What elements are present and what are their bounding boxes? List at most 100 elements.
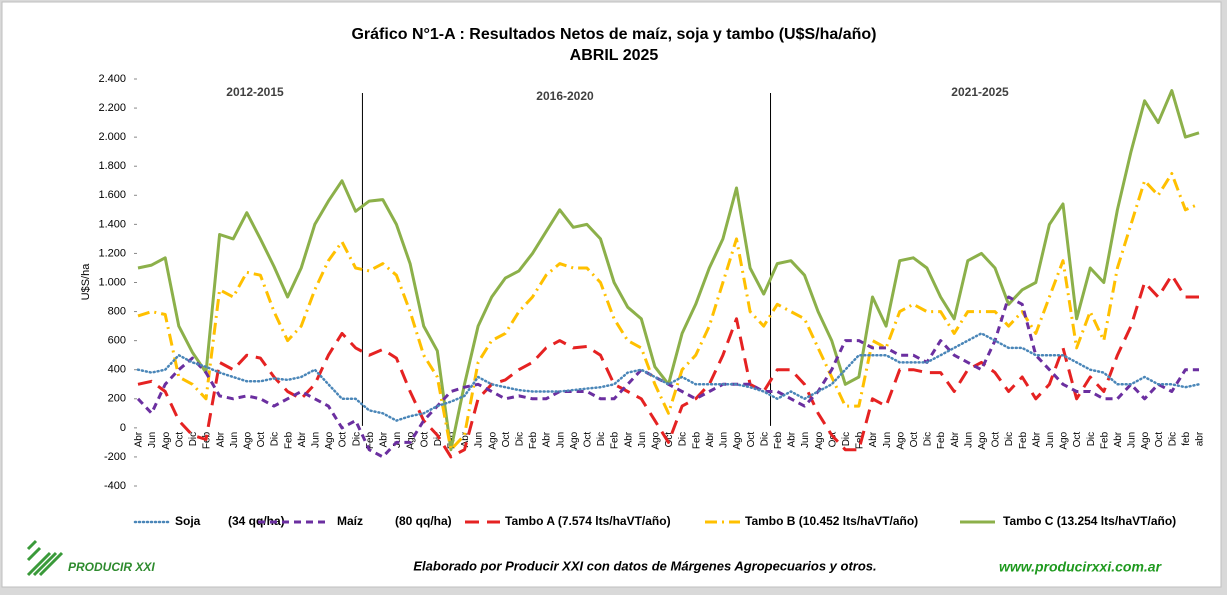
y-tick-label: 2.000 — [98, 131, 126, 143]
legend-label: Maíz — [337, 514, 363, 528]
x-tick-label: Ago — [1140, 431, 1151, 449]
x-tick-label: Oct — [1072, 432, 1083, 448]
x-tick-label: Abr — [623, 431, 634, 447]
x-tick-label: Dic — [841, 432, 852, 446]
logo-icon — [26, 539, 64, 577]
y-tick-label: 1.000 — [98, 276, 126, 288]
x-tick-label: Oct — [746, 432, 757, 448]
x-tick-label: Ago — [814, 431, 825, 449]
x-tick-label: Oct — [664, 432, 675, 448]
x-tick-label: Ago — [487, 431, 498, 449]
x-tick-label: Dic — [678, 432, 689, 446]
x-tick-label: Abr — [950, 431, 961, 447]
legend-label: Tambo B (10.452 lts/haVT/año) — [745, 514, 918, 528]
x-tick-label: Oct — [338, 432, 349, 448]
x-tick-label: Jun — [555, 432, 566, 448]
y-tick-label: 2.400 — [98, 73, 126, 85]
y-tick-label: 400 — [108, 364, 126, 376]
x-tick-label: Jun — [310, 432, 321, 448]
x-tick-label: Dic — [188, 432, 199, 446]
period-label: 2016-2020 — [536, 89, 594, 103]
x-tick-label: Dic — [270, 432, 281, 446]
x-tick-label: Feb — [365, 431, 376, 449]
legend-note: (80 qq/ha) — [395, 514, 452, 528]
x-tick-label: Ago — [1059, 431, 1070, 449]
x-tick-label: Dic — [596, 432, 607, 446]
x-tick-label: Oct — [256, 432, 267, 448]
x-tick-label: Jun — [474, 432, 485, 448]
x-tick-label: Ago — [732, 431, 743, 449]
x-tick-label: Abr — [460, 431, 471, 447]
x-tick-label: Abr — [378, 431, 389, 447]
x-tick-label: Oct — [501, 432, 512, 448]
logo: PRODUCIR XXI — [26, 539, 155, 577]
chart-title: Gráfico N°1-A : Resultados Netos de maíz… — [351, 26, 876, 43]
x-tick-label: Dic — [1167, 432, 1178, 446]
series-line — [137, 273, 1199, 459]
x-tick-label: Jun — [147, 432, 158, 448]
x-tick-label: Dic — [351, 432, 362, 446]
x-tick-label: Jun — [1127, 432, 1138, 448]
y-tick-label: 600 — [108, 335, 126, 347]
legend-label: Soja — [175, 514, 201, 528]
x-tick-label: Jun — [392, 432, 403, 448]
x-tick-label: Feb — [528, 431, 539, 449]
x-tick-label: Jun — [882, 432, 893, 448]
x-tick-label: Dic — [759, 432, 770, 446]
x-tick-label: Dic — [923, 432, 934, 446]
x-tick-label: Abr — [1031, 431, 1042, 447]
x-tick-label: Ago — [895, 431, 906, 449]
x-tick-label: Oct — [419, 432, 430, 448]
x-tick-label: Abr — [787, 431, 798, 447]
y-tick-label: 2.200 — [98, 102, 126, 114]
x-tick-label: Feb — [936, 431, 947, 449]
x-tick-label: Ago — [161, 431, 172, 449]
period-label: 2021-2025 — [951, 85, 1009, 99]
website: www.producirxxi.com.ar — [999, 559, 1163, 575]
legend-label: Tambo A (7.574 lts/haVT/año) — [505, 514, 671, 528]
y-tick-label: 1.800 — [98, 160, 126, 172]
period-label: 2012-2015 — [226, 85, 284, 99]
x-tick-label: Jun — [1045, 432, 1056, 448]
x-tick-label: Dic — [515, 432, 526, 446]
x-tick-label: Feb — [773, 431, 784, 449]
x-tick-label: Feb — [610, 431, 621, 449]
x-tick-label: Ago — [977, 431, 988, 449]
x-tick-label: Abr — [215, 431, 226, 447]
legend-note: (34 qq/ha) — [228, 514, 285, 528]
x-tick-label: Feb — [1099, 431, 1110, 449]
y-tick-label: 1.200 — [98, 247, 126, 259]
x-tick-label: Jun — [637, 432, 648, 448]
logo-text: PRODUCIR XXI — [68, 560, 155, 574]
x-tick-label: feb — [1181, 431, 1192, 445]
y-tick-label: 800 — [108, 305, 126, 317]
x-tick-label: Oct — [827, 432, 838, 448]
x-tick-label: Oct — [909, 432, 920, 448]
y-tick-label: -200 — [104, 451, 126, 463]
x-tick-label: Ago — [569, 431, 580, 449]
series-line — [137, 172, 1200, 452]
y-tick-label: -400 — [104, 480, 126, 492]
x-tick-label: Ago — [651, 431, 662, 449]
x-tick-label: Feb — [691, 431, 702, 449]
x-tick-label: Feb — [283, 431, 294, 449]
y-axis-label: U$S/ha — [80, 263, 92, 301]
x-tick-label: Ago — [406, 431, 417, 449]
footer: Elaborado por Producir XXI con datos de … — [413, 558, 876, 573]
x-tick-label: Abr — [542, 431, 553, 447]
x-tick-label: Jun — [963, 432, 974, 448]
x-tick-label: Dic — [1004, 432, 1015, 446]
chart-subtitle: ABRIL 2025 — [570, 47, 659, 64]
x-tick-label: Dic — [1086, 432, 1097, 446]
x-tick-label: Abr — [868, 431, 879, 447]
y-tick-label: 1.400 — [98, 218, 126, 230]
x-tick-label: Oct — [1154, 432, 1165, 448]
x-tick-label: Abr — [297, 431, 308, 447]
x-tick-label: Oct — [583, 432, 594, 448]
x-tick-label: Abr — [705, 431, 716, 447]
legend-label: Tambo C (13.254 lts/haVT/año) — [1003, 514, 1176, 528]
y-tick-label: 200 — [108, 393, 126, 405]
x-tick-label: Jun — [719, 432, 730, 448]
